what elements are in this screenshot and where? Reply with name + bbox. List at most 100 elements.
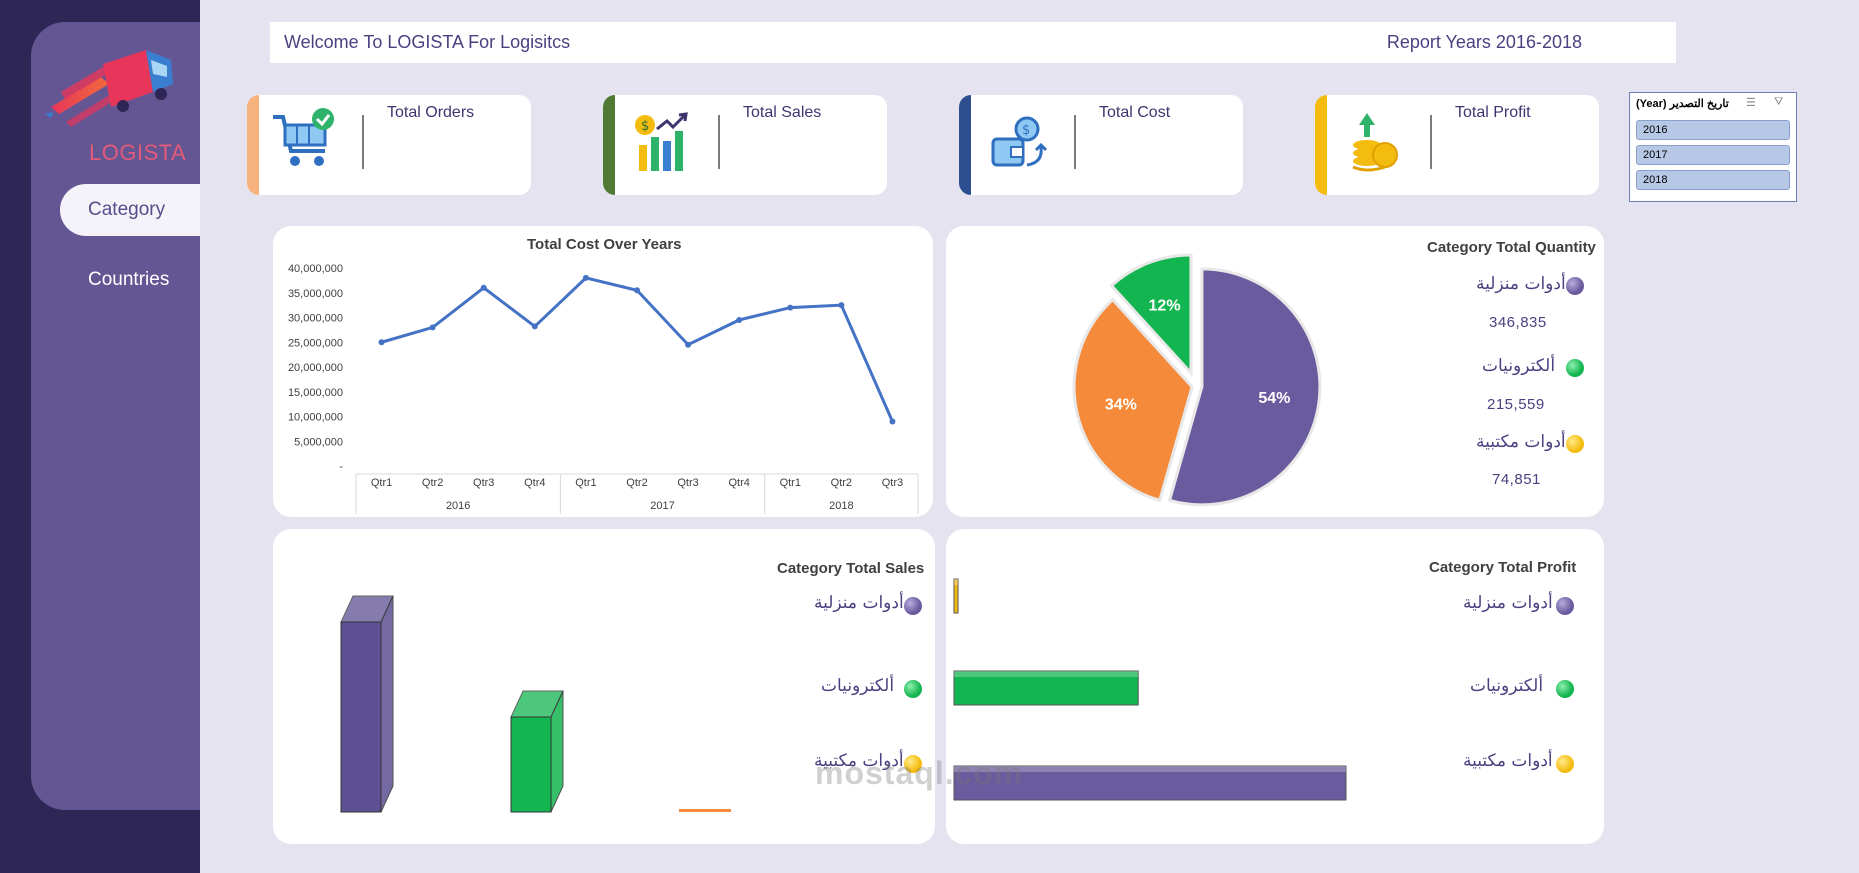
watermark: mostaql.com — [815, 755, 1024, 791]
profit-bar-highlight — [954, 766, 1346, 772]
sales-bar — [679, 809, 731, 812]
pie-slice — [1109, 253, 1193, 377]
sales-legend-label: ألكترونيات — [821, 676, 895, 696]
wallet-coin-icon: $ — [991, 116, 1048, 167]
x-tick-label: Qtr1 — [371, 477, 392, 489]
pie-legend-value: 215,559 — [1487, 396, 1545, 413]
line-chart: 40,000,000 35,000,000 30,000,000 25,000,000… — [288, 263, 919, 514]
sales-legend-dot — [904, 597, 922, 615]
sales-bar — [340, 621, 382, 813]
profit-bar-highlight — [954, 671, 1139, 677]
kpi-divider — [362, 115, 364, 169]
cost-point — [685, 341, 692, 348]
pie-legend-label: أدوات مكتبية — [1476, 432, 1566, 452]
kpi-total-orders: Total Orders — [247, 95, 531, 195]
kpi-label: Total Orders — [387, 104, 475, 121]
cost-point — [531, 323, 538, 330]
sales-legend-dot — [904, 755, 922, 773]
year-label: 2016 — [446, 500, 470, 512]
slicer-title: (Year) تاريخ التصدير — [1636, 98, 1729, 110]
y-tick-label: 25,000,000 — [288, 337, 343, 349]
y-tick-label: 10,000,000 — [288, 412, 343, 424]
pie-legend-label: أدوات منزلية — [1476, 274, 1566, 294]
y-tick-label: 35,000,000 — [288, 288, 343, 300]
pie-chart-title: Category Total Quantity — [1427, 239, 1596, 256]
coins-hand-icon — [1352, 113, 1398, 172]
pie-chart-card: Category Total Quantity 54% 34% 12% أدوات … — [946, 226, 1604, 517]
page-header: Welcome To LOGISTA For Logisitcs Report … — [270, 22, 1676, 63]
x-tick-label: Qtr2 — [626, 477, 647, 489]
svg-text:$: $ — [641, 119, 649, 134]
y-tick-label: 20,000,000 — [288, 362, 343, 374]
year-label: 2018 — [829, 500, 853, 512]
sales-chart — [340, 595, 731, 813]
pie-percent-label: 34% — [1105, 397, 1137, 414]
profit-bar — [953, 578, 959, 614]
truck-logo-icon — [45, 50, 173, 127]
cost-point — [838, 302, 845, 309]
cost-point — [378, 339, 385, 346]
profit-chart-title: Category Total Profit — [1429, 559, 1577, 576]
kpi-divider — [1430, 115, 1432, 169]
profit-legend-label: أدوات مكتبية — [1463, 751, 1553, 771]
x-tick-label: Qtr2 — [422, 477, 443, 489]
kpi-divider — [718, 115, 720, 169]
sales-chart-title: Category Total Sales — [777, 560, 925, 577]
pie-percent-label: 12% — [1149, 298, 1181, 315]
cost-point — [582, 274, 589, 281]
pie-slice — [1167, 267, 1322, 507]
slicer-item-2017[interactable]: 2017 — [1636, 145, 1790, 165]
sales-legend-label: أدوات منزلية — [814, 593, 904, 613]
kpi-total-sales: $ Total Sales — [603, 95, 887, 195]
pie-legend-dot — [1566, 435, 1584, 453]
kpi-label: Total Profit — [1455, 104, 1531, 121]
pie-slice — [1072, 297, 1194, 503]
pie-legend-label: ألكترونيات — [1482, 356, 1556, 376]
cost-point — [634, 287, 640, 294]
cost-point — [787, 304, 794, 311]
nav-item-category[interactable]: Category — [60, 184, 200, 236]
sales-legend-label: أدوات مكتبية — [814, 751, 904, 771]
profit-legend-label: ألكترونيات — [1470, 676, 1544, 696]
nav-item-countries[interactable]: Countries — [60, 254, 200, 306]
year-label: 2017 — [650, 500, 674, 512]
x-tick-label: Qtr1 — [780, 477, 801, 489]
x-tick-label: Qtr4 — [524, 477, 545, 489]
y-tick-label: - — [339, 461, 343, 473]
report-years: Report Years 2016-2018 — [1386, 32, 1582, 52]
year-slicer[interactable]: (Year) تاريخ التصدير ☰ ⛛ 2016 2017 2018 — [1629, 92, 1797, 202]
sales-chart-card: Category Total Sales أدوات منزلية ألكترو… — [273, 529, 935, 844]
cart-check-icon — [273, 108, 334, 166]
profit-chart — [953, 578, 1347, 801]
profit-legend-dot — [1556, 755, 1574, 773]
profit-legend-dot — [1556, 597, 1574, 615]
pie-percent-label: 54% — [1258, 390, 1290, 407]
line-chart-title: Total Cost Over Years — [527, 236, 682, 253]
logo: LOGISTA — [31, 22, 200, 182]
sales-bar — [510, 716, 552, 813]
cost-series-line — [381, 276, 894, 423]
kpi-accent — [959, 95, 971, 195]
multi-select-icon[interactable]: ☰ — [1746, 97, 1756, 109]
profit-bar — [953, 670, 1139, 706]
welcome-title: Welcome To LOGISTA For Logisitcs — [284, 32, 571, 52]
sales-growth-icon: $ — [635, 112, 688, 171]
x-tick-label: Qtr1 — [575, 477, 596, 489]
kpi-accent — [247, 95, 259, 195]
y-tick-label: 40,000,000 — [288, 263, 343, 275]
cost-point — [480, 284, 487, 291]
slicer-item-2016[interactable]: 2016 — [1636, 120, 1790, 140]
x-tick-label: Qtr3 — [677, 477, 698, 489]
kpi-label: Total Sales — [743, 104, 822, 121]
kpi-accent — [603, 95, 615, 195]
line-chart-card: Total Cost Over Years 40,000,000 35,000,0… — [273, 226, 933, 517]
clear-filter-icon[interactable]: ⛛ — [1774, 96, 1784, 108]
kpi-label: Total Cost — [1099, 104, 1171, 121]
sales-legend-dot — [904, 680, 922, 698]
kpi-total-cost: $ Total Cost — [959, 95, 1243, 195]
y-tick-label: 15,000,000 — [288, 387, 343, 399]
slicer-item-2018[interactable]: 2018 — [1636, 170, 1790, 190]
kpi-total-profit: Total Profit — [1315, 95, 1599, 195]
kpi-divider — [1074, 115, 1076, 169]
logo-text: LOGISTA — [89, 140, 187, 165]
